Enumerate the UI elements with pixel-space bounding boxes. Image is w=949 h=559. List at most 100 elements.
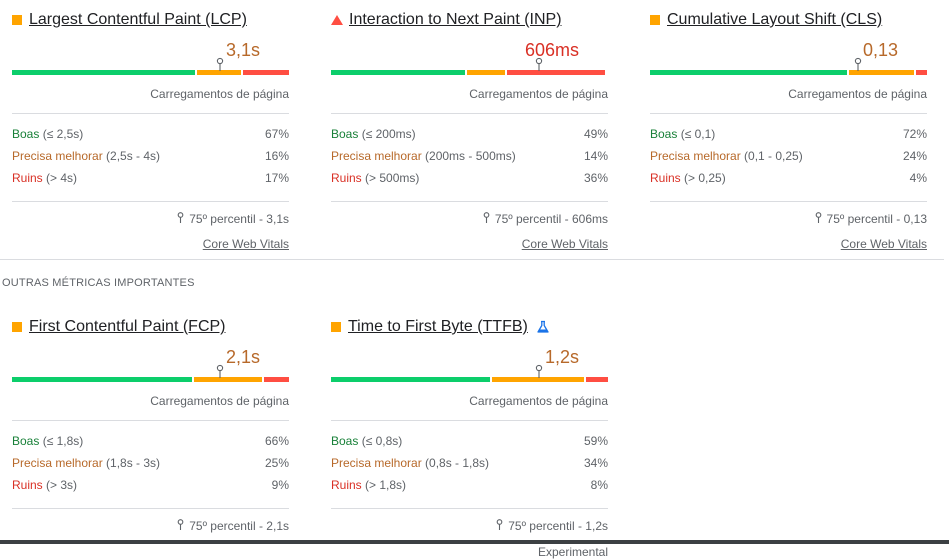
range-label: (200ms - 500ms) <box>421 149 516 163</box>
metric-card-ttfb: Time to First Byte (TTFB) 1,2s Carregame… <box>331 316 608 559</box>
category-label: Boas <box>331 127 359 141</box>
distribution-label: Boas (≤ 0,1) <box>650 123 715 145</box>
range-label: (≤ 200ms) <box>358 127 416 141</box>
range-label: (0,1 - 0,25) <box>740 149 803 163</box>
distribution-bar <box>12 70 289 75</box>
percent-value: 4% <box>909 171 927 185</box>
range-label: (> 0,25) <box>680 171 726 185</box>
percentile-text: 75º percentil - 3,1s <box>189 212 289 226</box>
bar-segment-good <box>331 70 465 75</box>
distribution-bar-lcp <box>12 57 289 75</box>
distribution-caption: Carregamentos de página <box>150 87 289 101</box>
metric-title-fcp[interactable]: First Contentful Paint (FCP) <box>29 318 226 335</box>
distribution-label: Boas (≤ 1,8s) <box>12 430 83 452</box>
percentile-marker-icon <box>216 57 223 71</box>
triangle-warning-icon <box>331 15 343 25</box>
distribution-label: Boas (≤ 200ms) <box>331 123 416 145</box>
bar-segment-poor <box>242 70 289 75</box>
metric-value-inp: 606ms <box>524 40 579 60</box>
percent-value: 66% <box>264 434 289 448</box>
distribution-label: Ruins (> 1,8s) <box>331 474 406 496</box>
pin-icon <box>483 212 495 226</box>
pin-icon <box>815 212 827 226</box>
bar-segment-good <box>331 377 491 382</box>
category-label: Ruins <box>12 478 43 492</box>
pin-icon <box>177 519 189 533</box>
category-label: Ruins <box>331 171 362 185</box>
metric-title-lcp[interactable]: Largest Contentful Paint (LCP) <box>29 11 247 28</box>
percentile-marker-icon <box>854 57 861 71</box>
metric-value-cls: 0,13 <box>862 40 898 60</box>
metric-title-cls[interactable]: Cumulative Layout Shift (CLS) <box>667 11 883 28</box>
distribution-row-poor: Ruins (> 1,8s) 8% <box>331 474 608 496</box>
distribution-label: Ruins (> 500ms) <box>331 167 419 189</box>
divider <box>12 113 289 114</box>
category-label: Precisa melhorar <box>331 149 422 163</box>
distribution-label: Precisa melhorar (0,1 - 0,25) <box>650 145 803 167</box>
distribution-bar-ttfb <box>331 364 608 382</box>
section-heading-other-metrics: OUTRAS MÉTRICAS IMPORTANTES <box>2 277 195 289</box>
percent-value: 24% <box>902 149 927 163</box>
distribution-rows-cls: Boas (≤ 0,1) 72% Precisa melhorar (0,1 - 0… <box>650 123 927 189</box>
divider <box>12 508 289 509</box>
core-web-vitals-link[interactable]: Core Web Vitals <box>521 237 608 251</box>
distribution-row-poor: Ruins (> 0,25) 4% <box>650 167 927 189</box>
distribution-label: Ruins (> 4s) <box>12 167 77 189</box>
metric-title-inp[interactable]: Interaction to Next Paint (INP) <box>349 11 562 28</box>
distribution-rows-ttfb: Boas (≤ 0,8s) 59% Precisa melhorar (0,8s -… <box>331 430 608 496</box>
range-label: (> 1,8s) <box>361 478 407 492</box>
divider <box>12 420 289 421</box>
divider <box>650 113 927 114</box>
metric-title-ttfb[interactable]: Time to First Byte (TTFB) <box>348 318 528 335</box>
core-web-vitals-link[interactable]: Core Web Vitals <box>202 237 289 251</box>
percentile-text: 75º percentil - 606ms <box>494 212 608 226</box>
bar-segment-poor <box>586 377 608 382</box>
divider <box>331 420 608 421</box>
bar-segment-poor <box>916 70 927 75</box>
distribution-row-avg: Precisa melhorar (0,8s - 1,8s) 34% <box>331 452 608 474</box>
range-label: (≤ 0,1) <box>677 127 716 141</box>
divider <box>650 201 927 202</box>
metric-value-fcp: 2,1s <box>225 347 260 367</box>
percent-value: 8% <box>590 478 608 492</box>
range-label: (≤ 1,8s) <box>39 434 84 448</box>
percentile-label-fcp: 75º percentil - 2,1s <box>12 519 289 533</box>
percent-value: 67% <box>264 127 289 141</box>
percent-value: 25% <box>264 456 289 470</box>
core-web-vitals-link[interactable]: Core Web Vitals <box>840 237 927 251</box>
range-label: (≤ 0,8s) <box>358 434 403 448</box>
percentile-label-inp: 75º percentil - 606ms <box>331 212 608 226</box>
metric-card-cls: Cumulative Layout Shift (CLS) 0,13 Carre… <box>650 9 927 251</box>
distribution-rows-fcp: Boas (≤ 1,8s) 66% Precisa melhorar (1,8s -… <box>12 430 289 496</box>
percentile-marker-icon <box>535 57 542 71</box>
distribution-bar-inp <box>331 57 608 75</box>
percent-value: 36% <box>583 171 608 185</box>
range-label: (2,5s - 4s) <box>102 149 161 163</box>
divider <box>331 508 608 509</box>
category-label: Boas <box>12 434 40 448</box>
range-label: (> 3s) <box>42 478 78 492</box>
distribution-rows-lcp: Boas (≤ 2,5s) 67% Precisa melhorar (2,5s -… <box>12 123 289 189</box>
percentile-marker-icon <box>535 364 542 378</box>
distribution-row-good: Boas (≤ 0,1) 72% <box>650 123 927 145</box>
category-label: Ruins <box>650 171 681 185</box>
distribution-row-avg: Precisa melhorar (0,1 - 0,25) 24% <box>650 145 927 167</box>
distribution-label: Precisa melhorar (2,5s - 4s) <box>12 145 160 167</box>
percent-value: 14% <box>583 149 608 163</box>
category-label: Boas <box>12 127 40 141</box>
percentile-label-cls: 75º percentil - 0,13 <box>650 212 927 226</box>
flask-icon <box>536 320 550 334</box>
bar-segment-good <box>650 70 847 75</box>
distribution-row-good: Boas (≤ 200ms) 49% <box>331 123 608 145</box>
bottom-border <box>0 540 949 544</box>
square-icon <box>650 15 660 25</box>
metric-card-lcp: Largest Contentful Paint (LCP) 3,1s Carr… <box>12 9 289 251</box>
range-label: (> 4s) <box>42 171 78 185</box>
experimental-label: Experimental <box>537 545 608 559</box>
bar-segment-avg <box>492 377 585 382</box>
distribution-row-good: Boas (≤ 0,8s) 59% <box>331 430 608 452</box>
divider <box>331 113 608 114</box>
metric-card-fcp: First Contentful Paint (FCP) 2,1s Carreg… <box>12 316 289 533</box>
range-label: (1,8s - 3s) <box>102 456 161 470</box>
distribution-caption: Carregamentos de página <box>469 394 608 408</box>
